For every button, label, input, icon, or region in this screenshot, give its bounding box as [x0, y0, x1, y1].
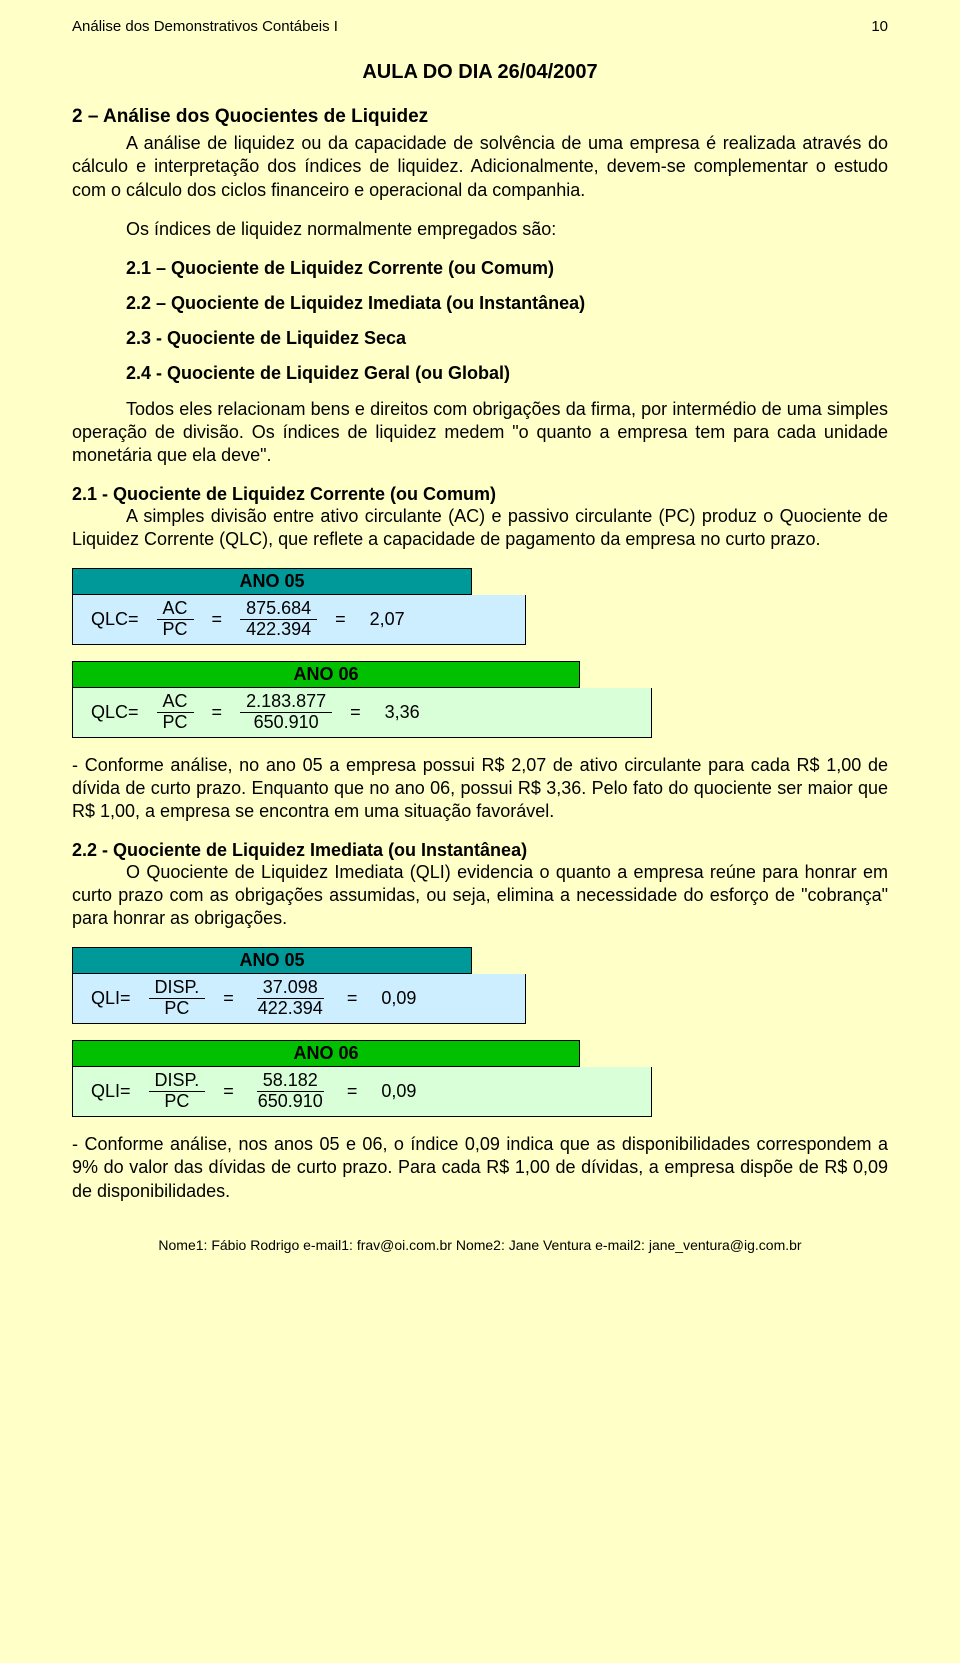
eq-icon: = [350, 702, 361, 723]
qli-05-year-bar: ANO 05 [72, 947, 472, 974]
qlc-05-label: QLC= [91, 609, 139, 630]
section-2-title: 2 – Análise dos Quocientes de Liquidez [72, 106, 888, 128]
qlc-05-frac1: AC PC [157, 599, 194, 640]
qlc-06-year-bar: ANO 06 [72, 661, 580, 688]
qli-05-result: 0,09 [381, 988, 416, 1009]
qli-05-num2: 37.098 [257, 978, 324, 999]
qlc-05-frac2: 875.684 422.394 [240, 599, 317, 640]
indices-lead: Os índices de liquidez normalmente empre… [72, 218, 888, 241]
qlc-06-result: 3,36 [385, 702, 420, 723]
header-left: Análise dos Demonstrativos Contábeis I [72, 18, 338, 35]
qlc-analysis: - Conforme análise, no ano 05 a empresa … [72, 754, 888, 824]
eq-icon: = [335, 609, 346, 630]
qlc-05-den1: PC [157, 620, 194, 640]
qlc-05-result: 2,07 [370, 609, 405, 630]
subsection-2-2-para: O Quociente de Liquidez Imediata (QLI) e… [72, 861, 888, 931]
qli-06-den2: 650.910 [252, 1092, 329, 1112]
qlc-06-den1: PC [157, 713, 194, 733]
qlc-05-num1: AC [157, 599, 194, 620]
qli-06-label: QLI= [91, 1081, 131, 1102]
qli-06-num2: 58.182 [257, 1071, 324, 1092]
qlc-05-formula: QLC= AC PC = 875.684 422.394 = 2,07 [72, 595, 526, 645]
qli-05-den2: 422.394 [252, 999, 329, 1019]
qlc-06-formula: QLC= AC PC = 2.183.877 650.910 = 3,36 [72, 688, 652, 738]
qli-06-frac2: 58.182 650.910 [252, 1071, 329, 1112]
qli-05-den1: PC [158, 999, 195, 1019]
eq-icon: = [347, 988, 358, 1009]
qlc-06-frac2: 2.183.877 650.910 [240, 692, 332, 733]
page-number: 10 [871, 18, 888, 35]
subsection-2-2-title: 2.2 - Quociente de Liquidez Imediata (ou… [72, 840, 888, 861]
qli-06-den1: PC [158, 1092, 195, 1112]
item-2-3: 2.3 - Quociente de Liquidez Seca [126, 328, 888, 349]
qli-06-formula: QLI= DISP. PC = 58.182 650.910 = 0,09 [72, 1067, 652, 1117]
qli-05-num1: DISP. [149, 978, 206, 999]
qlc-06-block: ANO 06 QLC= AC PC = 2.183.877 650.910 = … [72, 661, 888, 738]
qlc-05-block: ANO 05 QLC= AC PC = 875.684 422.394 = 2,… [72, 568, 888, 645]
item-2-1: 2.1 – Quociente de Liquidez Corrente (ou… [126, 258, 888, 279]
qlc-06-frac1: AC PC [157, 692, 194, 733]
qlc-05-den2: 422.394 [240, 620, 317, 640]
qlc-05-num2: 875.684 [240, 599, 317, 620]
qlc-06-num1: AC [157, 692, 194, 713]
item-2-2: 2.2 – Quociente de Liquidez Imediata (ou… [126, 293, 888, 314]
page-header: Análise dos Demonstrativos Contábeis I 1… [72, 18, 888, 35]
qlc-06-num2: 2.183.877 [240, 692, 332, 713]
qli-06-frac1: DISP. PC [149, 1071, 206, 1112]
subsection-2-1-title: 2.1 - Quociente de Liquidez Corrente (ou… [72, 484, 888, 505]
subsection-2-1-para: A simples divisão entre ativo circulante… [72, 505, 888, 552]
qli-05-label: QLI= [91, 988, 131, 1009]
document-page: Análise dos Demonstrativos Contábeis I 1… [0, 0, 960, 1293]
qli-05-block: ANO 05 QLI= DISP. PC = 37.098 422.394 = … [72, 947, 888, 1024]
qli-05-formula: QLI= DISP. PC = 37.098 422.394 = 0,09 [72, 974, 526, 1024]
qli-06-result: 0,09 [381, 1081, 416, 1102]
eq-icon: = [223, 1081, 234, 1102]
qli-06-block: ANO 06 QLI= DISP. PC = 58.182 650.910 = … [72, 1040, 888, 1117]
qli-analysis: - Conforme análise, nos anos 05 e 06, o … [72, 1133, 888, 1203]
qli-05-frac1: DISP. PC [149, 978, 206, 1019]
page-footer: Nome1: Fábio Rodrigo e-mail1: frav@oi.co… [72, 1237, 888, 1253]
qlc-06-den2: 650.910 [248, 713, 325, 733]
eq-icon: = [223, 988, 234, 1009]
qli-06-year-bar: ANO 06 [72, 1040, 580, 1067]
qli-06-num1: DISP. [149, 1071, 206, 1092]
intro-paragraph: A análise de liquidez ou da capacidade d… [72, 132, 888, 202]
qli-05-frac2: 37.098 422.394 [252, 978, 329, 1019]
eq-icon: = [212, 702, 223, 723]
eq-icon: = [347, 1081, 358, 1102]
aula-title: AULA DO DIA 26/04/2007 [72, 61, 888, 84]
qlc-06-label: QLC= [91, 702, 139, 723]
para-2-4: Todos eles relacionam bens e direitos co… [72, 398, 888, 468]
qlc-05-year-bar: ANO 05 [72, 568, 472, 595]
item-2-4: 2.4 - Quociente de Liquidez Geral (ou Gl… [126, 363, 888, 384]
eq-icon: = [212, 609, 223, 630]
